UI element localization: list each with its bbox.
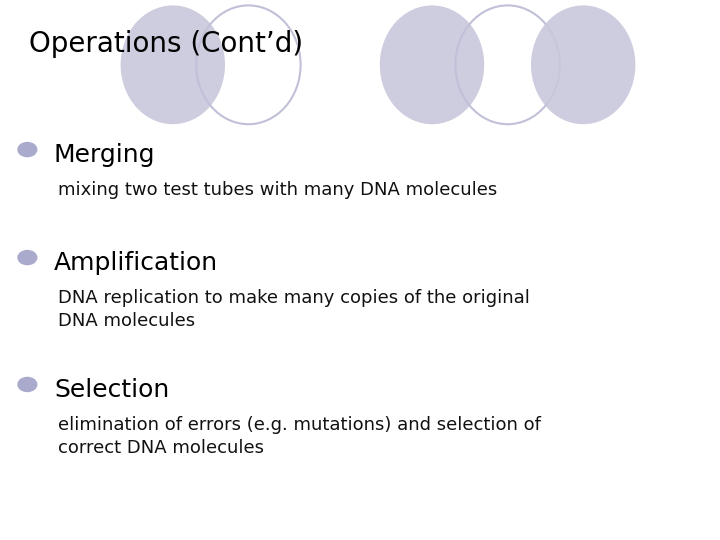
Text: Operations (Cont’d): Operations (Cont’d) xyxy=(29,30,303,58)
Text: DNA replication to make many copies of the original
DNA molecules: DNA replication to make many copies of t… xyxy=(58,289,529,330)
Text: Merging: Merging xyxy=(54,143,156,167)
Text: Amplification: Amplification xyxy=(54,251,218,275)
Text: mixing two test tubes with many DNA molecules: mixing two test tubes with many DNA mole… xyxy=(58,181,497,199)
Circle shape xyxy=(18,143,37,157)
Ellipse shape xyxy=(380,5,484,124)
Text: Selection: Selection xyxy=(54,378,169,402)
Circle shape xyxy=(18,377,37,392)
Text: elimination of errors (e.g. mutations) and selection of
correct DNA molecules: elimination of errors (e.g. mutations) a… xyxy=(58,416,541,457)
Ellipse shape xyxy=(121,5,225,124)
Circle shape xyxy=(18,251,37,265)
Ellipse shape xyxy=(531,5,636,124)
